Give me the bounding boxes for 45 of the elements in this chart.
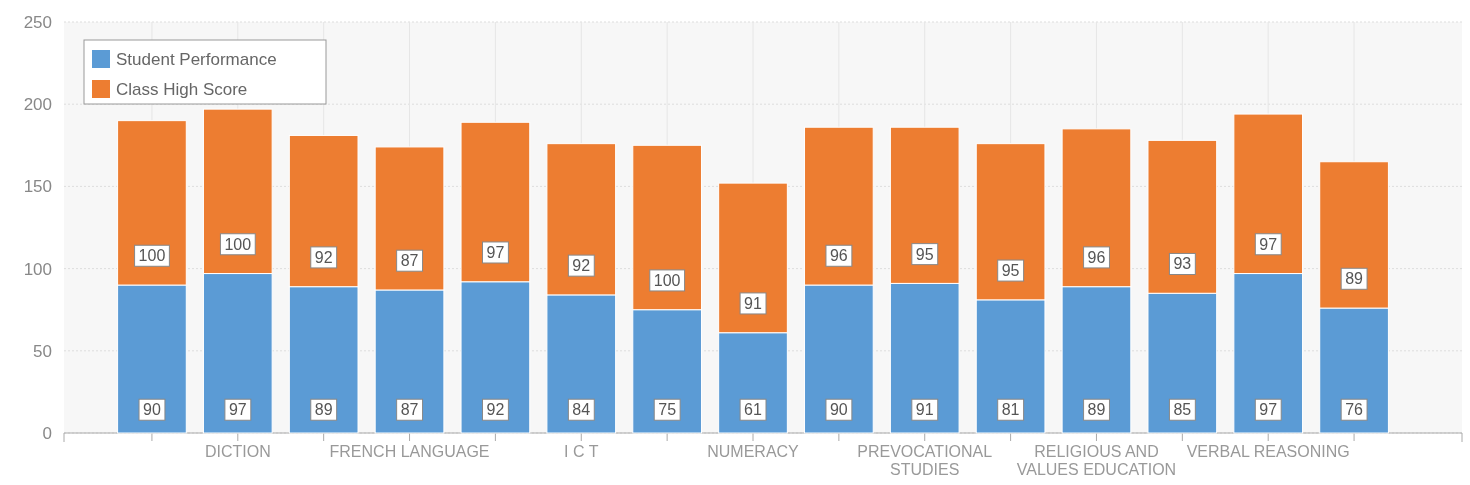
data-label: 92 (572, 257, 591, 275)
legend-label: Student Performance (116, 50, 277, 69)
data-label: 75 (658, 401, 677, 419)
data-label: 92 (486, 401, 505, 419)
data-label: 97 (1259, 235, 1278, 253)
data-label: 97 (1259, 401, 1278, 419)
data-label: 81 (1001, 401, 1020, 419)
data-label: 76 (1345, 401, 1364, 419)
data-label: 97 (228, 401, 247, 419)
data-label: 91 (744, 294, 762, 312)
data-label: 90 (143, 401, 161, 419)
x-tick-label: VERBAL REASONING (1186, 443, 1350, 460)
legend-label: Class High Score (116, 80, 248, 99)
data-label: 85 (1173, 401, 1192, 419)
data-label: 100 (653, 271, 681, 289)
data-label: 90 (829, 401, 848, 419)
y-tick-label: 0 (42, 423, 52, 443)
data-label: 87 (400, 401, 419, 419)
x-tick-label: NUMERACY (707, 443, 800, 460)
data-label: 92 (314, 248, 333, 266)
data-label: 91 (915, 401, 934, 419)
x-tick-label: I C T (564, 443, 599, 460)
data-label: 100 (138, 247, 166, 265)
data-label: 93 (1173, 255, 1192, 273)
data-label: 89 (1345, 270, 1364, 288)
x-tick-label: FRENCH LANGUAGE (329, 443, 490, 460)
data-label: 95 (1001, 262, 1020, 280)
data-label: 97 (486, 243, 505, 261)
data-label: 89 (1087, 401, 1106, 419)
data-label: 100 (224, 235, 252, 253)
y-tick-label: 100 (23, 259, 52, 279)
data-label: 95 (915, 245, 934, 263)
y-tick-label: 150 (23, 177, 52, 197)
data-label: 84 (572, 401, 591, 419)
x-tick-label: RELIGIOUS AND VALUES EDUCATION (1016, 443, 1177, 478)
data-label: 96 (1087, 248, 1106, 266)
y-tick-label: 250 (23, 12, 52, 32)
x-tick-label: DICTION (204, 443, 271, 460)
y-tick-label: 200 (23, 95, 52, 115)
data-label: 89 (314, 401, 333, 419)
data-label: 87 (400, 252, 419, 270)
data-label: 96 (829, 247, 848, 265)
x-tick-label: PREVOCATIONAL STUDIES (857, 443, 993, 478)
data-label: 61 (744, 401, 762, 419)
y-tick-label: 50 (33, 341, 52, 361)
